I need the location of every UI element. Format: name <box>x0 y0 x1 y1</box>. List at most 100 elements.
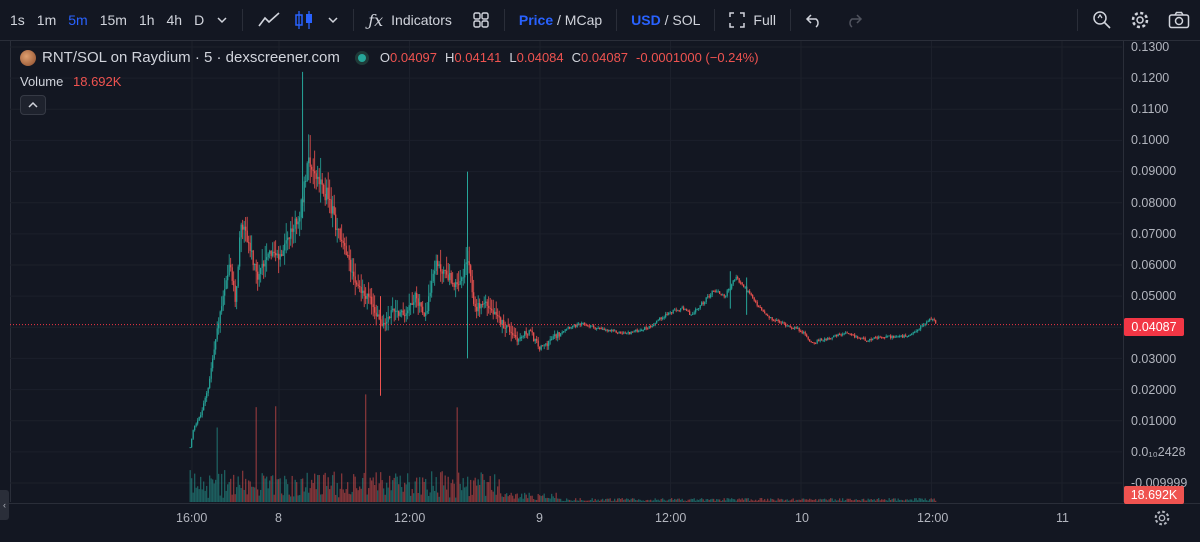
volume-bar <box>822 499 824 502</box>
volume-bar <box>416 477 418 502</box>
candle-body <box>831 337 833 339</box>
interval-1h[interactable]: 1h <box>138 12 155 28</box>
candle-body <box>843 333 845 335</box>
volume-bar <box>497 486 499 502</box>
time-axis[interactable] <box>0 503 1200 542</box>
camera-icon[interactable] <box>1162 0 1196 40</box>
volume-bar <box>638 499 640 502</box>
volume-bar <box>879 500 881 502</box>
volume-bar <box>816 500 818 502</box>
volume-bar <box>927 500 929 502</box>
quick-search-icon[interactable] <box>1086 0 1118 40</box>
usd-sol-toggle[interactable]: USD / SOL <box>625 0 706 40</box>
volume-bar <box>830 498 832 502</box>
candle-body <box>371 296 373 305</box>
interval-1s[interactable]: 1s <box>10 12 25 28</box>
candle-body <box>635 329 637 332</box>
candle-body <box>762 309 764 312</box>
collapse-legend-button[interactable] <box>20 95 46 115</box>
chart-pane[interactable] <box>10 40 1124 502</box>
interval-5m[interactable]: 5m <box>68 12 88 28</box>
price-mcap-toggle[interactable]: Price / MCap <box>513 0 608 40</box>
volume-bar <box>324 472 326 502</box>
volume-bar <box>672 500 674 502</box>
candle-body <box>650 326 652 328</box>
indicators-button[interactable]: ƒx Indicators <box>362 0 458 40</box>
candle-body <box>428 296 430 312</box>
time-tick: 12:00 <box>917 511 949 525</box>
candle-body <box>779 321 781 323</box>
candle-body <box>813 342 815 344</box>
line-chart-icon[interactable] <box>251 0 287 40</box>
candle-body <box>795 327 797 329</box>
candle-body <box>860 337 862 339</box>
volume-bar <box>905 499 907 502</box>
redo-icon[interactable] <box>839 0 869 40</box>
volume-bar <box>479 484 481 502</box>
candle-body <box>551 339 553 341</box>
gear-icon[interactable] <box>1124 0 1156 40</box>
volume-bar <box>300 478 302 502</box>
candle-body <box>899 336 901 338</box>
volume-bar <box>210 478 212 502</box>
volume-bar <box>495 494 497 502</box>
candle-body <box>216 328 218 340</box>
candle-body <box>696 309 698 311</box>
volume-bar <box>602 498 604 502</box>
settings-gear-icon[interactable] <box>1153 509 1171 527</box>
volume-bar <box>924 498 926 502</box>
candle-body <box>933 319 935 321</box>
candle-body <box>680 308 682 311</box>
volume-bar <box>690 498 692 502</box>
layout-grid-icon[interactable] <box>466 0 496 40</box>
interval-d[interactable]: D <box>194 12 205 28</box>
volume-bar <box>251 486 253 502</box>
candle-body <box>710 294 712 298</box>
volume-bar <box>359 486 361 502</box>
volume-bar <box>692 499 694 502</box>
volume-bar <box>237 476 239 502</box>
interval-1m[interactable]: 1m <box>36 12 57 28</box>
volume-bar <box>558 498 560 502</box>
symbol-title[interactable]: RNT/SOL on Raydium · 5 · dexscreener.com <box>42 49 340 66</box>
interval-4h[interactable]: 4h <box>166 12 183 28</box>
candle-body <box>509 326 511 332</box>
chevron-down-icon[interactable] <box>321 0 345 40</box>
volume-bar <box>275 406 277 502</box>
volume-bar <box>870 498 872 502</box>
candle-body <box>731 284 733 289</box>
volume-bar <box>447 476 449 502</box>
volume-bar <box>633 498 635 502</box>
candle-body <box>921 325 923 327</box>
volume-bar <box>735 500 737 502</box>
volume-bar <box>623 499 625 502</box>
volume-bar <box>846 498 848 502</box>
candle-body <box>516 337 518 342</box>
volume-bar <box>564 500 566 502</box>
candlestick-icon[interactable] <box>287 0 321 40</box>
volume-bar <box>501 496 503 502</box>
interval-15m[interactable]: 15m <box>99 12 127 28</box>
candle-body <box>630 331 632 335</box>
volume-bar <box>677 498 679 502</box>
volume-bar <box>644 500 646 502</box>
volume-bar <box>336 483 338 502</box>
candle-body <box>219 311 221 324</box>
volume-bar <box>884 499 886 502</box>
volume-bar <box>618 498 620 502</box>
time-tick: 9 <box>536 511 543 525</box>
fullscreen-button[interactable]: Full <box>723 0 782 40</box>
candles <box>189 71 937 449</box>
volume-bar <box>306 472 308 502</box>
candle-body <box>431 281 433 293</box>
candle-body <box>347 255 349 257</box>
undo-icon[interactable] <box>799 0 829 40</box>
volume-bar <box>779 499 781 502</box>
chevron-down-icon[interactable] <box>210 0 234 40</box>
left-panel-handle[interactable]: ‹ <box>0 490 9 520</box>
candle-body <box>285 240 287 244</box>
candle-body <box>626 333 628 335</box>
volume-bar <box>833 500 835 502</box>
volume-bar <box>566 498 568 502</box>
